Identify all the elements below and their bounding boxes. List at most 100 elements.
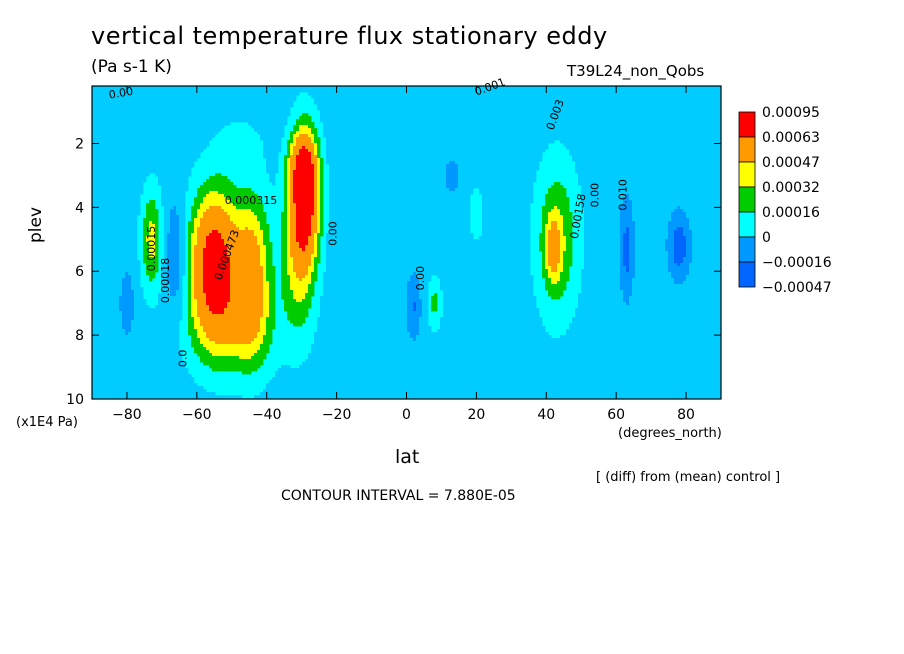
- field-cell: [230, 116, 234, 120]
- field-cell: [182, 119, 186, 123]
- field-cell: [140, 299, 144, 303]
- field-cell: [107, 308, 111, 312]
- field-cell: [143, 110, 147, 114]
- field-cell: [233, 212, 237, 216]
- field-cell: [167, 230, 171, 234]
- field-cell: [173, 329, 177, 333]
- field-cell: [182, 140, 186, 144]
- field-cell: [215, 302, 219, 306]
- field-cell: [161, 344, 165, 348]
- field-cell: [194, 95, 198, 99]
- field-cell: [128, 365, 132, 369]
- field-cell: [209, 212, 213, 216]
- field-cell: [113, 203, 117, 207]
- field-cell: [134, 221, 138, 225]
- field-cell: [242, 362, 246, 366]
- field-cell: [191, 392, 195, 396]
- field-cell: [134, 362, 138, 366]
- field-cell: [212, 329, 216, 333]
- field-cell: [128, 386, 132, 390]
- field-cell: [203, 362, 207, 366]
- field-cell: [110, 134, 114, 138]
- field-cell: [155, 128, 159, 132]
- field-cell: [197, 329, 201, 333]
- field-cell: [98, 389, 102, 393]
- field-cell: [230, 290, 234, 294]
- field-cell: [140, 323, 144, 327]
- field-cell: [197, 326, 201, 330]
- field-cell: [92, 110, 96, 114]
- field-cell: [209, 308, 213, 312]
- field-cell: [242, 245, 246, 249]
- field-cell: [212, 95, 216, 99]
- field-cell: [122, 230, 126, 234]
- field-cell: [122, 131, 126, 135]
- field-cell: [119, 254, 123, 258]
- field-cell: [227, 215, 231, 219]
- field-cell: [152, 353, 156, 357]
- field-cell: [188, 260, 192, 264]
- field-cell: [248, 332, 252, 336]
- field-cell: [224, 263, 228, 267]
- field-cell: [149, 269, 153, 273]
- field-cell: [251, 95, 255, 99]
- field-cell: [200, 305, 204, 309]
- field-cell: [161, 278, 165, 282]
- field-cell: [113, 269, 117, 273]
- field-cell: [242, 101, 246, 105]
- field-cell: [182, 158, 186, 162]
- field-cell: [149, 353, 153, 357]
- field-cell: [104, 371, 108, 375]
- field-cell: [227, 221, 231, 225]
- field-cell: [236, 326, 240, 330]
- field-cell: [257, 332, 261, 336]
- field-cell: [221, 248, 225, 252]
- field-cell: [200, 389, 204, 393]
- field-cell: [134, 239, 138, 243]
- field-cell: [137, 347, 141, 351]
- field-cell: [224, 368, 228, 372]
- field-cell: [143, 164, 147, 168]
- field-cell: [128, 305, 132, 309]
- field-cell: [131, 140, 135, 144]
- field-cell: [98, 173, 102, 177]
- field-cell: [170, 212, 174, 216]
- field-cell: [104, 203, 108, 207]
- field-cell: [107, 203, 111, 207]
- field-cell: [254, 116, 258, 120]
- field-cell: [188, 167, 192, 171]
- field-cell: [101, 221, 105, 225]
- field-cell: [101, 335, 105, 339]
- field-cell: [95, 173, 99, 177]
- field-cell: [149, 335, 153, 339]
- field-cell: [191, 128, 195, 132]
- field-cell: [110, 122, 114, 126]
- field-cell: [197, 128, 201, 132]
- field-cell: [95, 308, 99, 312]
- field-cell: [206, 107, 210, 111]
- field-cell: [236, 248, 240, 252]
- field-cell: [98, 155, 102, 159]
- field-cell: [188, 311, 192, 315]
- field-cell: [251, 314, 255, 318]
- field-cell: [221, 290, 225, 294]
- field-cell: [239, 221, 243, 225]
- field-cell: [224, 281, 228, 285]
- field-cell: [221, 296, 225, 300]
- field-cell: [116, 299, 120, 303]
- field-cell: [251, 365, 255, 369]
- field-cell: [134, 215, 138, 219]
- field-cell: [158, 347, 162, 351]
- field-cell: [215, 341, 219, 345]
- field-cell: [119, 341, 123, 345]
- field-cell: [230, 221, 234, 225]
- field-cell: [155, 395, 159, 399]
- field-cell: [212, 248, 216, 252]
- field-cell: [233, 230, 237, 234]
- field-cell: [131, 284, 135, 288]
- field-cell: [98, 329, 102, 333]
- field-cell: [239, 230, 243, 234]
- field-cell: [251, 278, 255, 282]
- field-cell: [134, 323, 138, 327]
- field-cell: [173, 92, 177, 96]
